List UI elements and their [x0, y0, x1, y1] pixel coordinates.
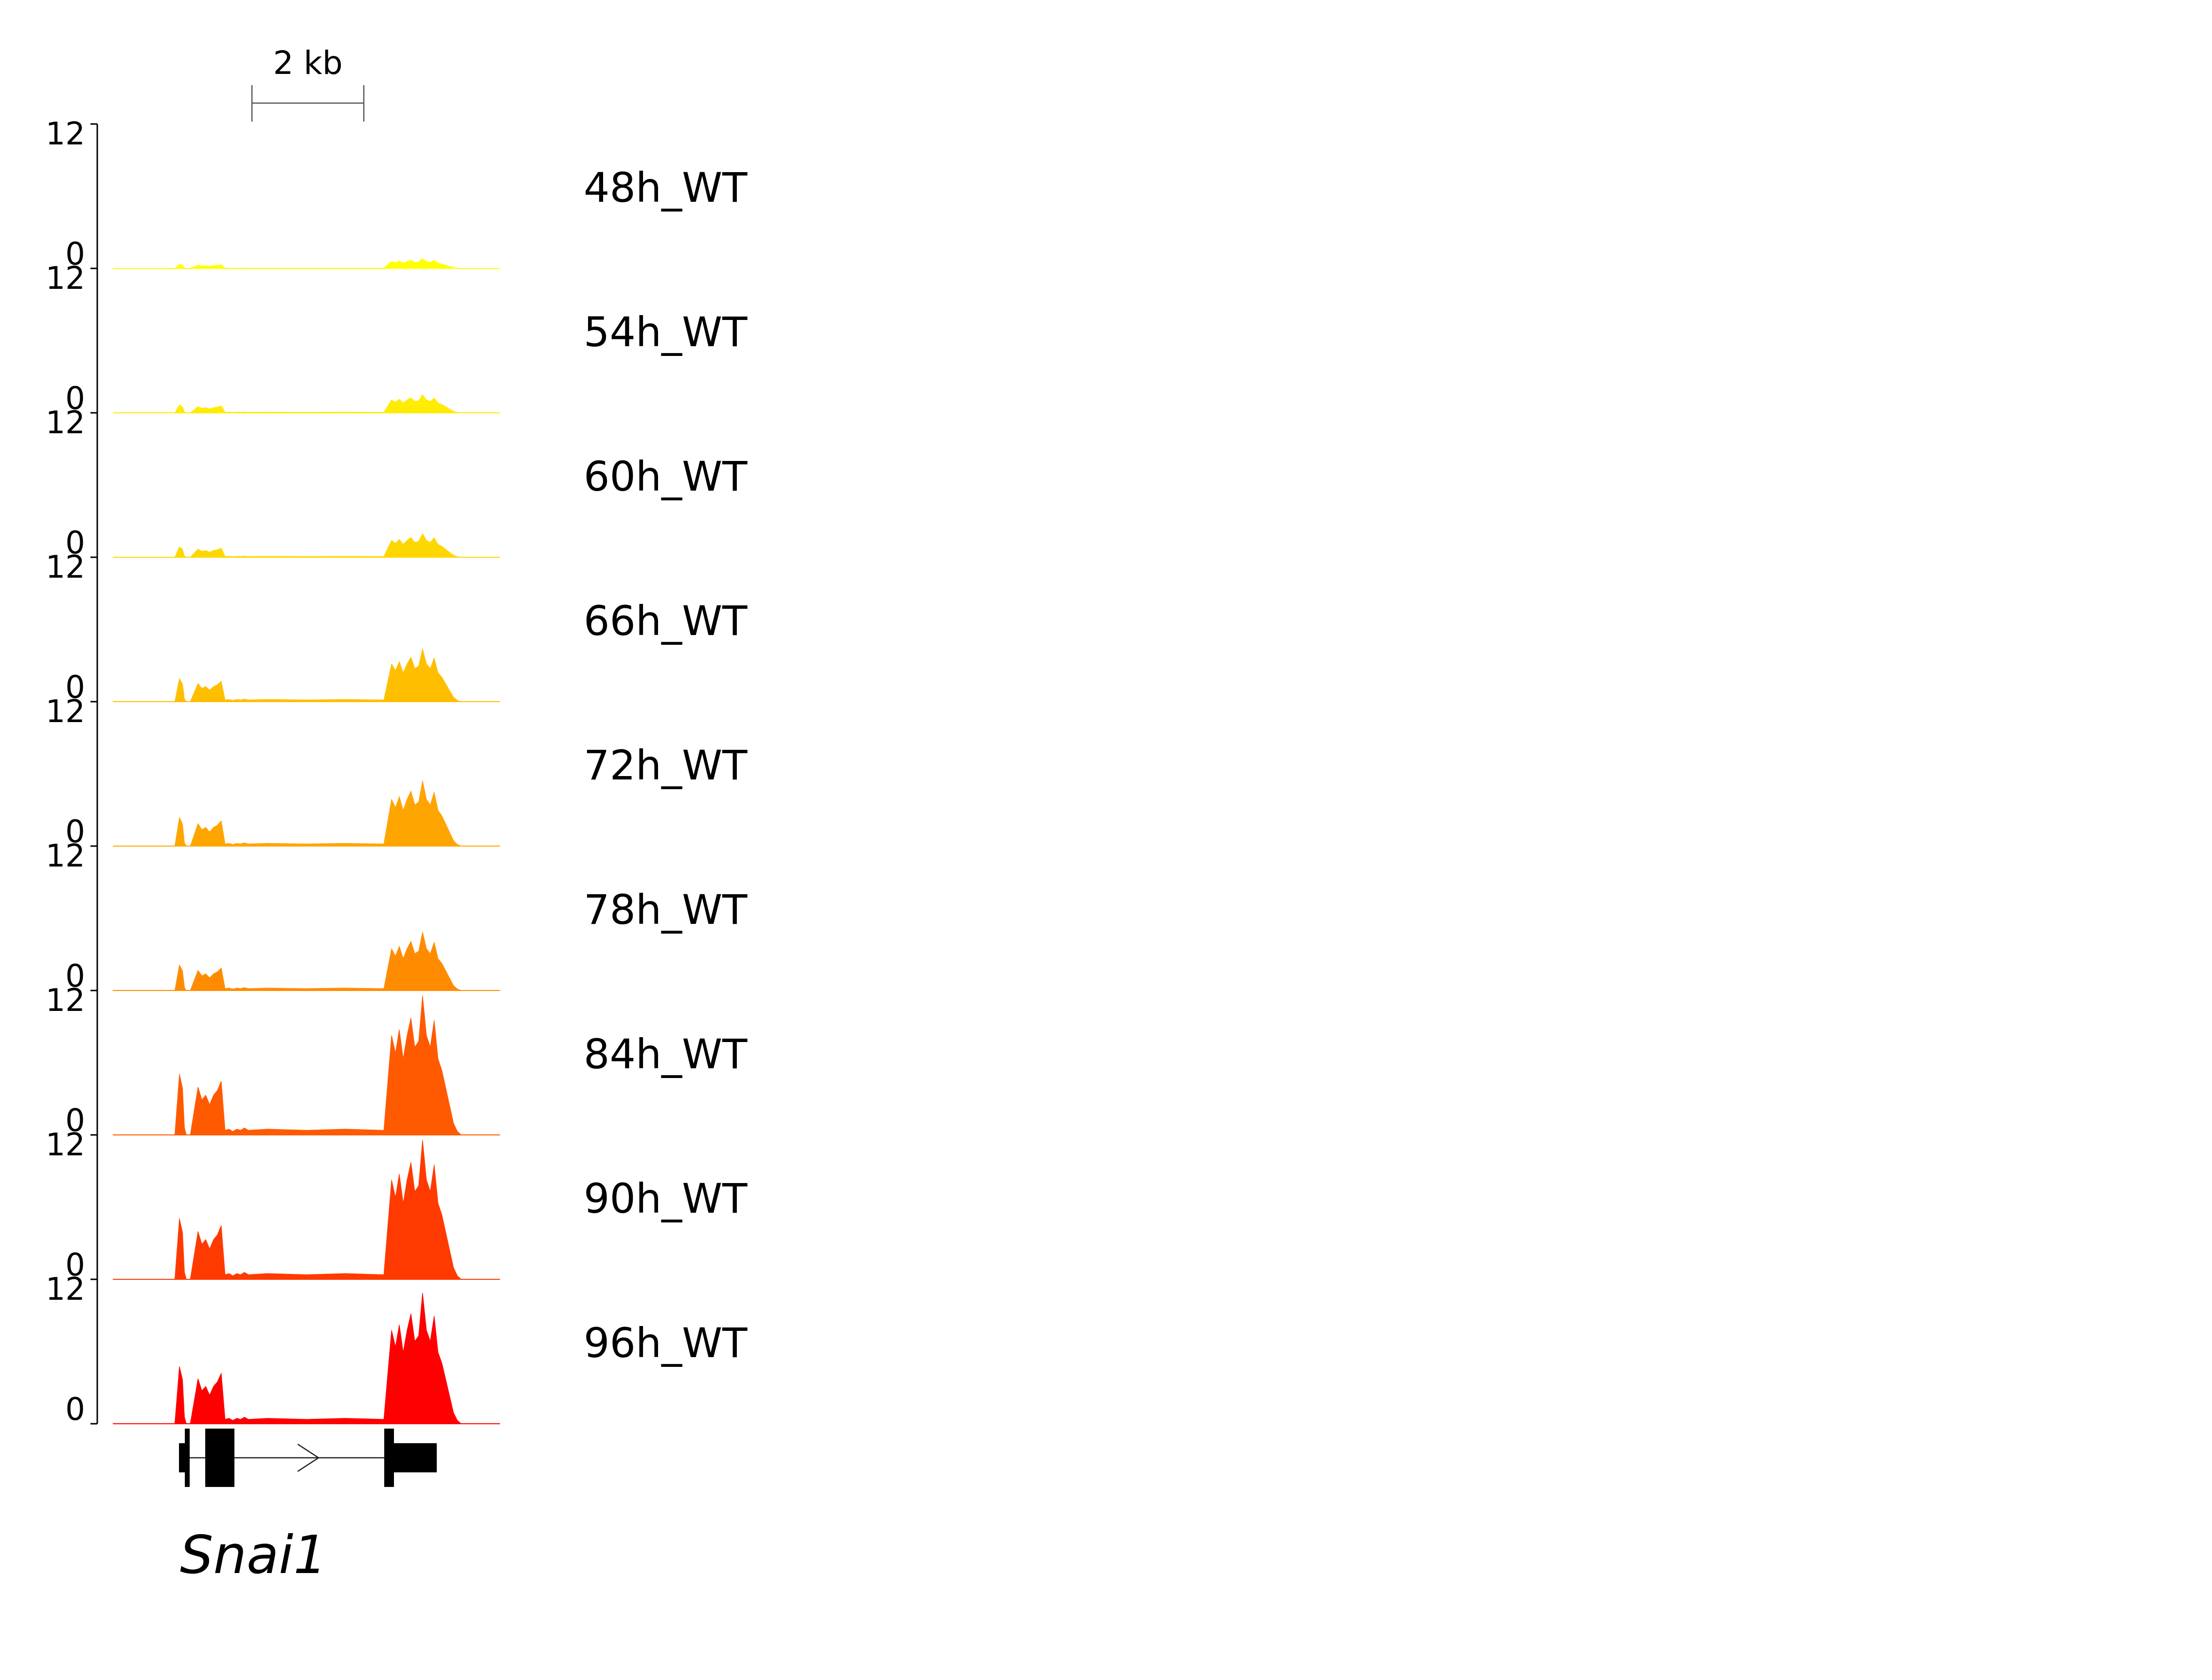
signal-area [113, 780, 500, 847]
y-tick-label-min: 0 [65, 381, 85, 417]
track-72h_WT: 12 0 72h_WT [46, 694, 748, 850]
y-tick-label-max: 12 [46, 983, 85, 1019]
y-tick-label-max: 12 [46, 261, 85, 297]
gene-exon-1 [185, 1429, 190, 1487]
track-label: 54h_WT [584, 308, 748, 356]
scale-bar: 2 kb [251, 44, 365, 122]
scale-bar-label: 2 kb [273, 44, 342, 82]
y-tick-label-min: 0 [65, 236, 85, 272]
y-tick-label-max: 12 [46, 405, 85, 441]
track-90h_WT: 12 0 90h_WT [46, 1127, 748, 1283]
track-label: 78h_WT [584, 886, 748, 934]
track-84h_WT: 12 0 84h_WT [46, 983, 748, 1139]
y-tick-label-min: 0 [65, 1392, 85, 1428]
y-tick-label-min: 0 [65, 670, 85, 706]
y-tick-label-min: 0 [65, 958, 85, 994]
y-tick-label-max: 12 [46, 1127, 85, 1163]
track-label: 60h_WT [584, 453, 748, 500]
y-tick-label-min: 0 [65, 814, 85, 850]
track-label: 48h_WT [584, 164, 748, 212]
track-60h_WT: 12 0 60h_WT [46, 405, 748, 561]
track-label: 90h_WT [584, 1175, 748, 1222]
strand-arrow-icon [297, 1443, 320, 1472]
track-54h_WT: 12 0 54h_WT [46, 261, 748, 417]
track-66h_WT: 12 0 66h_WT [46, 549, 748, 706]
y-tick-label-min: 0 [65, 1103, 85, 1139]
y-tick-label-max: 12 [46, 694, 85, 730]
gene-exon-2 [205, 1429, 234, 1487]
y-tick-label-max: 12 [46, 116, 85, 152]
y-tick-label-min: 0 [65, 525, 85, 561]
signal-area [113, 1140, 500, 1280]
gene-exon-3 [384, 1429, 394, 1487]
track-label: 84h_WT [584, 1030, 748, 1078]
y-tick-label-max: 12 [46, 549, 85, 585]
signal-area [113, 394, 500, 413]
gene-name: Snai1 [180, 1525, 327, 1586]
signal-area [113, 1292, 500, 1424]
track-96h_WT: 12 0 96h_WT [46, 1272, 748, 1428]
signal-area [113, 648, 500, 702]
signal-area [113, 258, 500, 269]
signal-area [113, 533, 500, 558]
signal-area [113, 995, 500, 1135]
track-48h_WT: 12 0 48h_WT [46, 116, 748, 272]
y-tick-label-min: 0 [65, 1247, 85, 1283]
y-tick-label-max: 12 [46, 838, 85, 874]
track-label: 72h_WT [584, 742, 748, 789]
gene-model: Snai1 [179, 1429, 437, 1586]
gene-exon-1-utr [179, 1443, 186, 1472]
gene-exon-3-utr [393, 1443, 437, 1472]
track-78h_WT: 12 0 78h_WT [46, 838, 748, 994]
signal-area [113, 932, 500, 991]
track-label: 96h_WT [584, 1319, 748, 1367]
track-label: 66h_WT [584, 597, 748, 645]
signal-tracks: 12048h_WT12054h_WT12060h_WT12066h_WT1207… [46, 116, 748, 1428]
y-tick-label-max: 12 [46, 1272, 85, 1308]
